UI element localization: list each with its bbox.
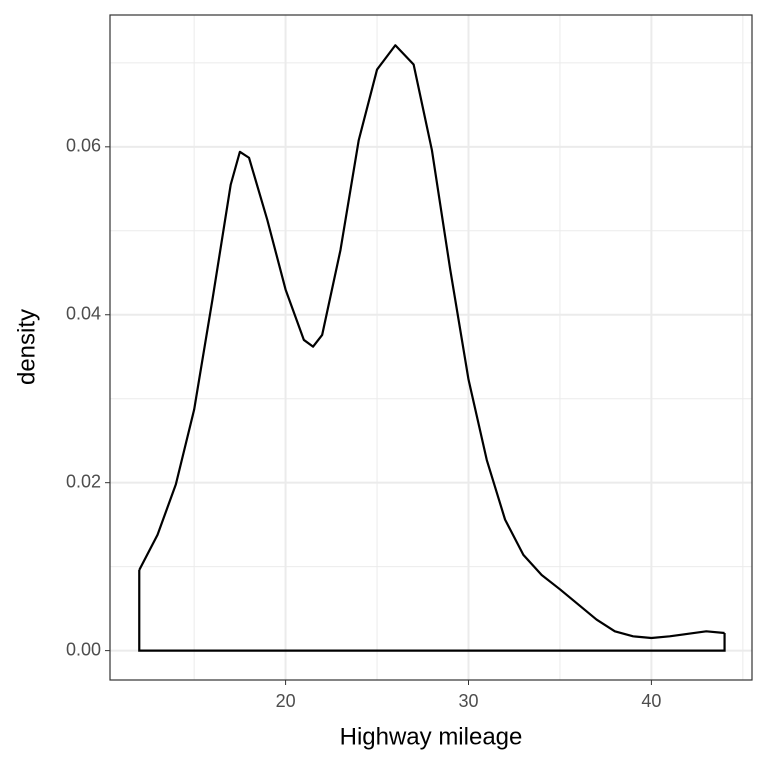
- density-curve: [138, 44, 725, 640]
- y-tick-label: 0.04: [66, 304, 101, 324]
- density-baseline: [138, 570, 726, 652]
- panel-border: [109, 14, 753, 681]
- y-axis-title: density: [13, 309, 40, 385]
- x-tick-label: 40: [641, 691, 661, 711]
- y-tick-label: 0.00: [66, 639, 101, 659]
- x-tick-label: 20: [276, 691, 296, 711]
- x-axis-title: Highway mileage: [340, 723, 523, 750]
- y-tick-label: 0.06: [66, 136, 101, 156]
- y-tick-label: 0.02: [66, 471, 101, 491]
- x-tick-label: 30: [458, 691, 478, 711]
